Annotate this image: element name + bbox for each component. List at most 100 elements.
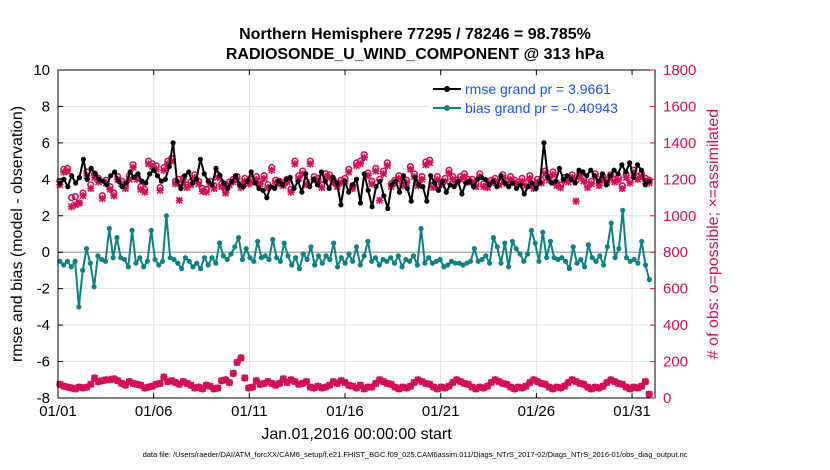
rmse-point	[455, 178, 461, 184]
rmse-point	[346, 189, 352, 195]
obs-low-count-marker	[260, 379, 268, 388]
rmse-point	[556, 165, 563, 171]
obs-low-count-possible-marker	[129, 379, 137, 388]
obs-low-count-possible-marker	[406, 382, 415, 390]
rmse-point	[318, 169, 324, 175]
bias-point	[338, 255, 344, 261]
obs-low-count-possible-marker	[152, 380, 160, 388]
obs-low-count-possible-marker	[156, 379, 164, 388]
bias-point	[296, 266, 303, 272]
obs-low-count-possible-marker	[260, 379, 268, 388]
obs-low-count-possible-marker	[560, 382, 569, 390]
obs-low-count-possible-marker	[75, 383, 83, 391]
bias-point	[604, 244, 611, 250]
obs-low-count-possible-marker	[557, 384, 565, 392]
bias-point	[102, 258, 109, 264]
obs-possible-marker	[291, 157, 299, 165]
obs-low-count-possible-marker	[626, 385, 634, 393]
obs-low-count-marker	[360, 385, 368, 393]
rmse-point	[509, 180, 516, 186]
rmse-point	[143, 180, 149, 186]
y-tick-label: 10	[33, 62, 50, 79]
bias-point	[566, 266, 573, 272]
obs-low-count-possible-marker	[79, 384, 87, 392]
obs-possible-marker	[580, 174, 588, 182]
rmse-point	[471, 184, 477, 190]
obs-low-count-marker	[114, 377, 122, 385]
bias-point	[182, 255, 188, 261]
obs-low-count-possible-marker	[171, 378, 180, 387]
bias-point	[631, 256, 637, 263]
bias-point	[422, 260, 428, 266]
rmse-point	[463, 180, 469, 186]
bias-point	[304, 256, 310, 263]
obs-low-count-marker	[268, 379, 276, 388]
obs-low-count-marker	[337, 377, 345, 385]
obs-low-count-marker	[472, 385, 480, 393]
obs-low-count-possible-marker	[514, 383, 522, 391]
obs-low-count-marker	[225, 378, 234, 387]
obs-low-count-possible-marker	[179, 378, 187, 386]
rmse-point	[369, 204, 375, 210]
rmse-point	[322, 178, 328, 184]
obs-low-count-marker	[64, 383, 72, 391]
obs-low-count-marker	[422, 379, 430, 388]
rmse-point	[521, 191, 527, 197]
bias-point	[395, 253, 401, 259]
x-tick-label: 01/21	[422, 403, 460, 420]
rmse-point	[377, 178, 383, 184]
obs-possible-marker	[345, 165, 353, 173]
y-tick-label: 0	[42, 244, 50, 261]
obs-possible-marker	[360, 151, 368, 159]
obs-low-count-possible-marker	[468, 383, 476, 391]
obs-low-count-marker	[175, 380, 183, 388]
bias-point	[334, 264, 341, 270]
rmse-point	[396, 189, 403, 195]
rmse-point	[260, 187, 266, 193]
rmse-point	[248, 169, 254, 175]
obs-low-count-marker	[441, 384, 449, 392]
bias-point	[91, 284, 97, 290]
bias-point	[547, 238, 554, 244]
obs-low-count-possible-marker	[595, 384, 603, 392]
obs-low-count-possible-marker	[63, 383, 72, 391]
obs-low-count-marker	[117, 379, 126, 388]
obs-possible-marker	[356, 157, 365, 165]
y2-tick-label: 800	[663, 244, 688, 261]
rmse-point	[162, 176, 168, 182]
obs-possible-marker	[87, 181, 95, 189]
obs-low-count-marker	[379, 378, 388, 386]
bias-point	[213, 260, 219, 266]
x-tick-label: 01/31	[613, 403, 651, 420]
obs-low-count-marker	[156, 379, 164, 388]
rmse-point	[560, 176, 567, 182]
obs-low-count-marker	[426, 380, 434, 388]
obs-low-count-marker	[510, 385, 519, 393]
obs-low-count-possible-marker	[117, 379, 126, 388]
obs-low-count-marker	[141, 384, 149, 392]
rmse-point	[73, 180, 79, 186]
obs-low-count-marker	[376, 376, 384, 384]
bias-point	[125, 264, 131, 270]
bias-point	[346, 251, 352, 257]
obs-low-count-marker	[94, 378, 103, 386]
obs-possible-marker	[299, 167, 307, 175]
rmse-point	[634, 162, 641, 168]
obs-low-count-possible-marker	[256, 380, 264, 388]
bias-point	[540, 229, 546, 235]
obs-low-count-possible-marker	[537, 379, 546, 388]
obs-low-count-marker	[60, 382, 68, 390]
bias-point	[445, 262, 451, 268]
obs-possible-marker	[79, 189, 87, 197]
obs-low-count-marker	[595, 384, 603, 392]
bias-point	[616, 246, 622, 252]
rmse-point	[69, 173, 75, 179]
rmse-point	[482, 176, 488, 182]
obs-assimilated-marker	[376, 196, 384, 204]
obs-low-count-possible-marker	[98, 377, 106, 385]
obs-low-count-marker	[87, 380, 95, 388]
obs-low-count-possible-marker	[418, 378, 426, 386]
bias-point	[175, 260, 181, 266]
obs-low-count-possible-marker	[268, 379, 276, 388]
